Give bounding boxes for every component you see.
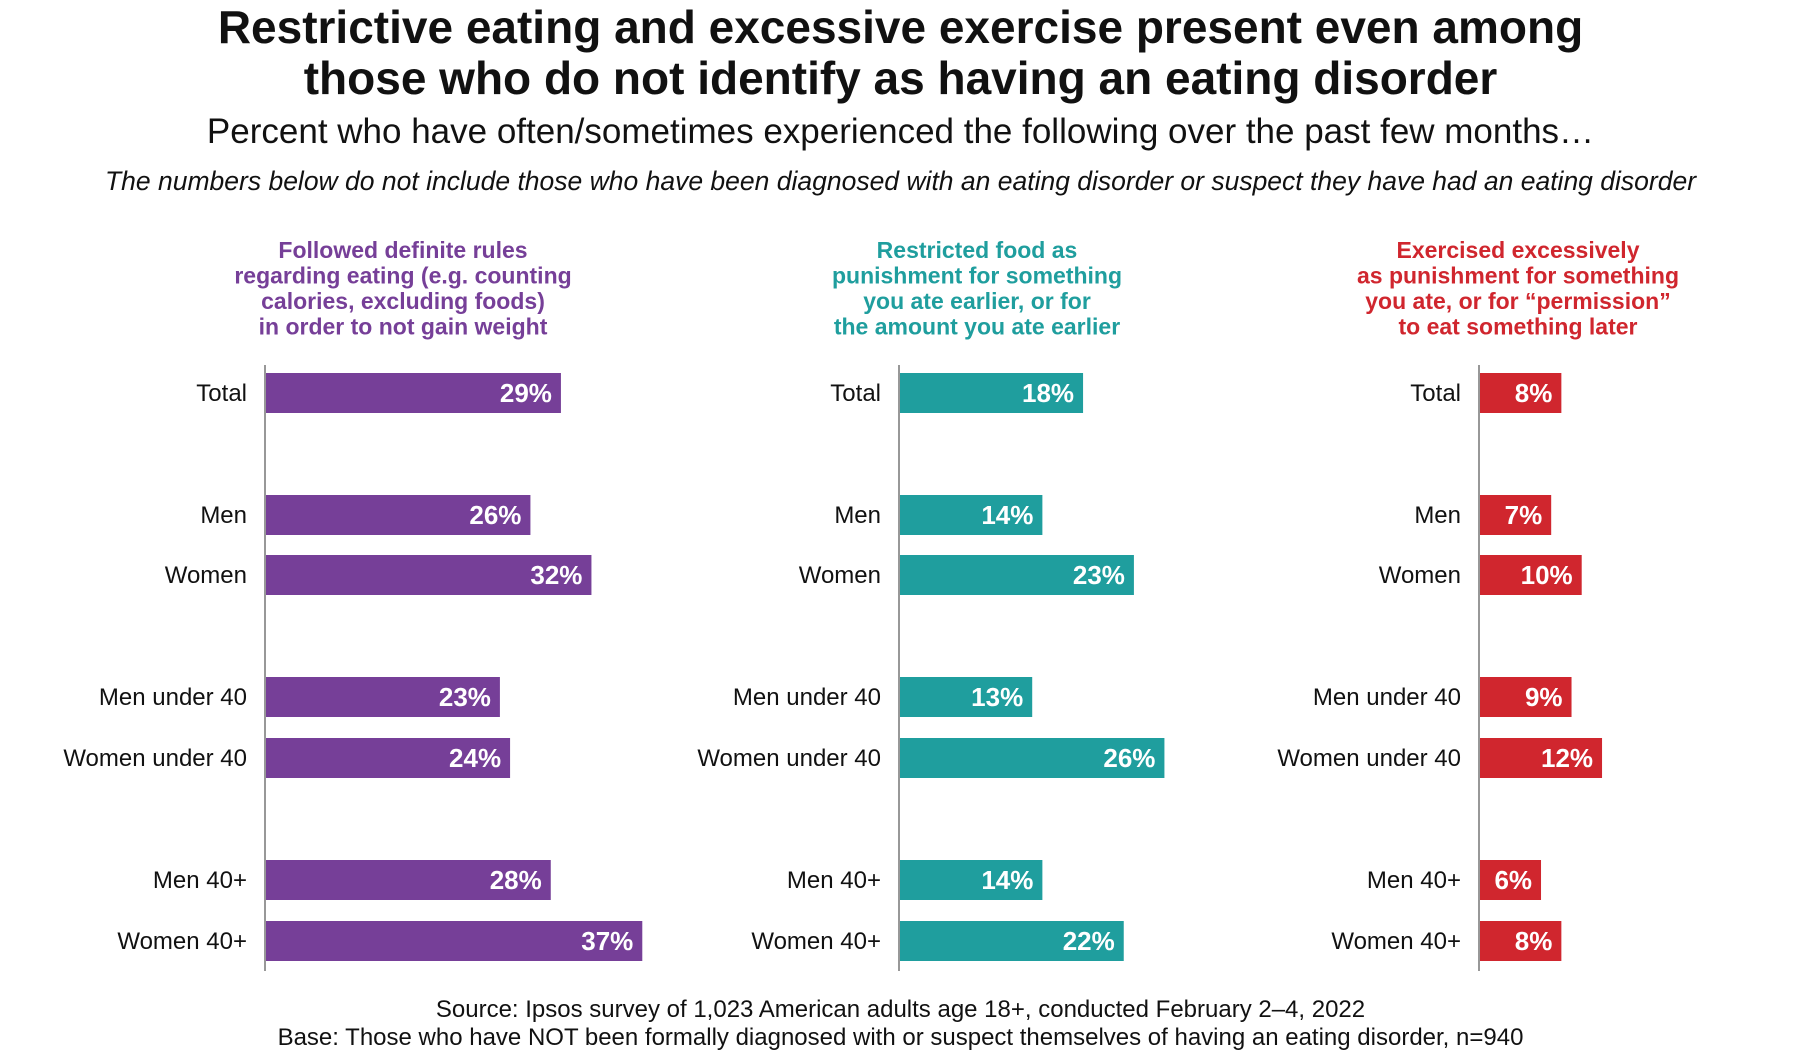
panel-title-line: Restricted food as [877, 237, 1078, 263]
category-label: Women 40+ [117, 928, 247, 955]
panel-title-line: the amount you ate earlier [834, 314, 1120, 340]
bar [900, 555, 1134, 595]
bar [1480, 495, 1552, 535]
bar [266, 860, 551, 900]
panel-title-line: to eat something later [1399, 314, 1638, 340]
title-line-2: those who do not identify as having an e… [303, 52, 1498, 104]
source-note: Source: Ipsos survey of 1,023 American a… [435, 996, 1366, 1023]
bar [1480, 738, 1603, 778]
data-label: 8% [1515, 926, 1553, 956]
data-label: 24% [449, 743, 501, 773]
chart-note: The numbers below do not include those w… [104, 166, 1697, 196]
data-label: 14% [981, 500, 1033, 530]
data-label: 26% [1103, 743, 1155, 773]
category-label: Men 40+ [153, 867, 247, 894]
data-label: 7% [1505, 500, 1543, 530]
category-label: Men under 40 [733, 684, 881, 711]
bar [266, 495, 531, 535]
category-label: Total [1410, 380, 1461, 407]
panel-title-line: you ate earlier, or for [863, 288, 1091, 314]
chart-title: Restrictive eating and excessive exercis… [0, 2, 1801, 104]
category-label: Men 40+ [1367, 867, 1461, 894]
category-label: Total [196, 380, 247, 407]
category-label: Men [1414, 502, 1461, 529]
data-label: 8% [1515, 378, 1553, 408]
category-label: Women [1379, 562, 1461, 589]
data-label: 23% [439, 682, 491, 712]
bar [266, 373, 561, 413]
bar [266, 555, 592, 595]
category-label: Women 40+ [751, 928, 881, 955]
data-label: 6% [1494, 865, 1532, 895]
bar [900, 860, 1043, 900]
data-label: 23% [1073, 560, 1125, 590]
data-label: 28% [490, 865, 542, 895]
category-label: Men 40+ [787, 867, 881, 894]
category-label: Women under 40 [1277, 745, 1461, 772]
data-label: 22% [1063, 926, 1115, 956]
panel-title-line: as punishment for something [1357, 263, 1679, 289]
bar [1480, 677, 1572, 717]
title-line-1: Restrictive eating and excessive exercis… [217, 1, 1584, 53]
category-label: Women [165, 562, 247, 589]
base-note: Base: Those who have NOT been formally d… [277, 1024, 1524, 1051]
data-label: 18% [1022, 378, 1074, 408]
bar [1480, 860, 1542, 900]
panel-title-line: Exercised excessively [1397, 237, 1640, 263]
category-label: Men under 40 [99, 684, 247, 711]
panel-title-line: you ate, or for “permission” [1365, 288, 1670, 314]
data-label: 10% [1521, 560, 1573, 590]
bar [1480, 555, 1582, 595]
panel-title-line: in order to not gain weight [259, 314, 548, 340]
bar [1480, 373, 1562, 413]
bar [900, 738, 1165, 778]
category-label: Women [799, 562, 881, 589]
data-label: 12% [1541, 743, 1593, 773]
panel-title-line: punishment for something [832, 263, 1122, 289]
category-label: Men [200, 502, 247, 529]
category-label: Men [834, 502, 881, 529]
bar [900, 921, 1124, 961]
bar [266, 921, 643, 961]
panel-title-line: regarding eating (e.g. counting [234, 263, 571, 289]
category-label: Women under 40 [63, 745, 247, 772]
data-label: 26% [469, 500, 521, 530]
category-label: Women under 40 [697, 745, 881, 772]
panel-title-line: Followed definite rules [278, 237, 527, 263]
bar [266, 738, 511, 778]
category-label: Total [830, 380, 881, 407]
category-label: Men under 40 [1313, 684, 1461, 711]
bar [266, 677, 500, 717]
bar [900, 677, 1033, 717]
data-label: 32% [530, 560, 582, 590]
data-label: 37% [581, 926, 633, 956]
bar [900, 373, 1084, 413]
data-label: 9% [1525, 682, 1563, 712]
chart-subtitle: Percent who have often/sometimes experie… [206, 112, 1595, 151]
panel-title-line: calories, excluding foods) [261, 288, 545, 314]
data-label: 13% [971, 682, 1023, 712]
category-label: Women 40+ [1331, 928, 1461, 955]
data-label: 14% [981, 865, 1033, 895]
bar [1480, 921, 1562, 961]
data-label: 29% [500, 378, 552, 408]
bar [900, 495, 1043, 535]
